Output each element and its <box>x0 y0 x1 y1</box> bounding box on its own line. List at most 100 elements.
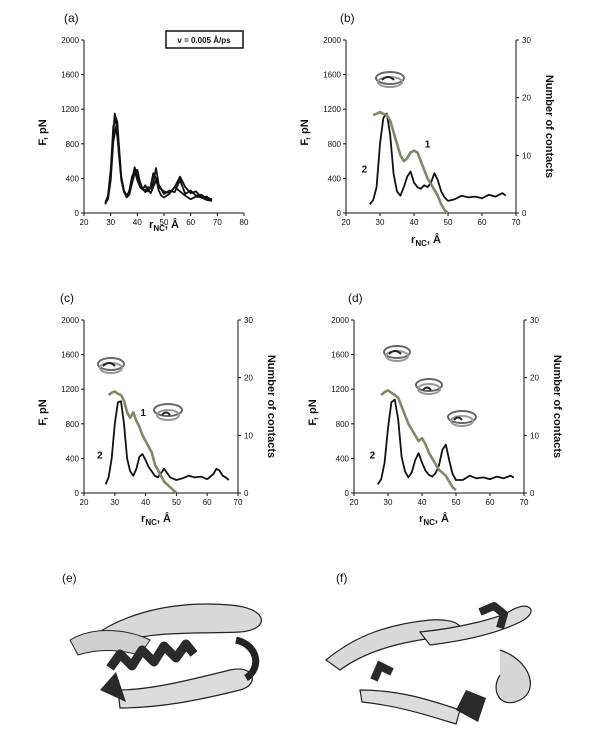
force-series-line <box>377 398 515 485</box>
chart-c: 20 30 40 50 60 7004008001200160020000102030Nu… <box>37 316 277 527</box>
x-tick-label: 30 <box>384 498 393 507</box>
y-tick-label: 400 <box>66 174 80 183</box>
protein-ribbon-e <box>69 603 262 709</box>
x-tick-label: 60 <box>203 498 212 507</box>
x-tick-label: 50 <box>452 498 461 507</box>
protein-ribbon-f <box>325 602 532 725</box>
panel-label-f: (f) <box>336 571 347 585</box>
x-axis-label: rNC, Å <box>411 233 441 248</box>
panel-label-a: (a) <box>64 11 79 25</box>
panel-label-d: (d) <box>348 291 363 305</box>
x-tick-label: 20 <box>350 498 359 507</box>
y2-axis-label: Number of contacts <box>265 355 277 458</box>
y-tick-label: 800 <box>66 140 80 149</box>
x-tick-label: 70 <box>512 218 521 227</box>
inset-structure-d1 <box>383 345 411 362</box>
x-tick-label: 70 <box>520 498 529 507</box>
x-tick-label: 40 <box>418 498 427 507</box>
y-tick-label: 0 <box>75 209 80 218</box>
x-tick-label: 60 <box>478 218 487 227</box>
x-tick-label: 20 <box>80 498 89 507</box>
x-tick-label: 30 <box>110 498 119 507</box>
x-tick-label: 70 <box>234 498 243 507</box>
contacts-series-line <box>372 110 449 214</box>
x-axis-label: rNC, Å <box>419 512 449 527</box>
x-tick-label: 80 <box>240 218 249 227</box>
y-tick-label: 1200 <box>61 385 79 394</box>
y-tick-label: 0 <box>345 489 350 498</box>
curve-label-2: 2 <box>97 450 103 461</box>
y2-axis-label: Number of contacts <box>543 75 555 178</box>
y-tick-label: 1200 <box>61 105 79 114</box>
x-tick-label: 60 <box>186 218 195 227</box>
y2-tick-label: 10 <box>522 151 531 160</box>
x-tick-label: 30 <box>376 218 385 227</box>
y2-tick-label: 30 <box>244 316 253 325</box>
y2-axis-label: Number of contacts <box>551 355 563 458</box>
curve-label-2: 2 <box>370 450 376 461</box>
x-tick-label: 20 <box>342 218 351 227</box>
chart-b: 20 30 40 50 60 7004008001200160020000102030Nu… <box>299 36 555 248</box>
legend-box: v = 0.005 Å/ps <box>165 30 244 49</box>
y-axis-label: F, pN <box>37 119 49 145</box>
y-tick-label: 400 <box>336 454 350 463</box>
force-series-line <box>104 125 213 204</box>
x-tick-label: 40 <box>141 498 150 507</box>
y-tick-label: 1200 <box>323 105 341 114</box>
force-series-line <box>104 400 230 485</box>
y2-tick-label: 10 <box>530 431 539 440</box>
y-tick-label: 2000 <box>61 36 79 45</box>
x-axis-label: rNC, Å <box>149 218 179 233</box>
y-tick-label: 800 <box>66 420 80 429</box>
x-tick-label: 40 <box>133 218 142 227</box>
y-tick-label: 1600 <box>323 71 341 80</box>
y-tick-label: 1600 <box>61 71 79 80</box>
y-tick-label: 2000 <box>61 316 79 325</box>
y2-tick-label: 20 <box>530 374 539 383</box>
contacts-series-line <box>107 390 178 494</box>
x-tick-label: 50 <box>172 498 181 507</box>
x-tick-label: 50 <box>160 218 169 227</box>
x-tick-label: 30 <box>106 218 115 227</box>
x-tick-label: 70 <box>213 218 222 227</box>
x-axis-label: rNC, Å <box>141 512 171 527</box>
inset-structure-c1 <box>97 357 125 374</box>
panel-label-e: (e) <box>62 571 77 585</box>
force-series-line <box>369 112 507 205</box>
contacts-series-line <box>380 389 457 492</box>
x-tick-label: 60 <box>486 498 495 507</box>
y-tick-label: 1600 <box>61 351 79 360</box>
y-tick-label: 0 <box>337 209 342 218</box>
y-axis-label: F, pN <box>37 399 49 425</box>
inset-structure-d2 <box>415 378 443 395</box>
y2-tick-label: 30 <box>530 316 539 325</box>
y-tick-label: 0 <box>75 489 80 498</box>
y-tick-label: 1200 <box>331 385 349 394</box>
x-tick-label: 20 <box>80 218 89 227</box>
x-tick-label: 50 <box>444 218 453 227</box>
curve-label-1: 1 <box>140 408 146 419</box>
y2-tick-label: 0 <box>530 489 535 498</box>
y-tick-label: 400 <box>66 454 80 463</box>
y2-tick-label: 20 <box>244 374 253 383</box>
legend-text: v = 0.005 Å/ps <box>177 36 231 45</box>
y2-tick-label: 20 <box>522 94 531 103</box>
y-tick-label: 400 <box>328 174 342 183</box>
inset-structure-c2 <box>153 403 183 421</box>
curve-label-1: 1 <box>425 140 431 151</box>
y-tick-label: 1600 <box>331 351 349 360</box>
y2-tick-label: 30 <box>522 36 531 45</box>
y-tick-label: 800 <box>336 420 350 429</box>
curve-label-2: 2 <box>362 165 368 176</box>
panel-label-b: (b) <box>340 11 355 25</box>
y2-tick-label: 10 <box>244 431 253 440</box>
inset-structure-d3 <box>447 410 477 427</box>
inset-structure-b1 <box>375 71 405 88</box>
y-tick-label: 800 <box>328 140 342 149</box>
chart-d: 20 30 40 50 60 7004008001200160020000102030Nu… <box>307 316 563 527</box>
y-axis-label: F, pN <box>299 119 311 145</box>
y2-tick-label: 0 <box>244 489 249 498</box>
y-axis-label: F, pN <box>307 399 319 425</box>
y-tick-label: 2000 <box>331 316 349 325</box>
